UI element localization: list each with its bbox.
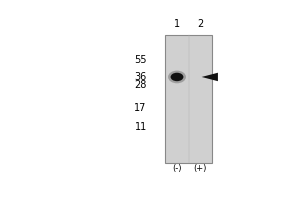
Polygon shape <box>202 73 218 81</box>
Text: 36: 36 <box>134 72 147 82</box>
Text: 1: 1 <box>174 19 180 29</box>
Text: (-): (-) <box>172 164 182 173</box>
Text: 11: 11 <box>134 122 147 132</box>
Text: (+): (+) <box>194 164 207 173</box>
Ellipse shape <box>171 73 183 81</box>
Bar <box>165 35 212 163</box>
Ellipse shape <box>168 71 186 83</box>
Text: 55: 55 <box>134 55 147 65</box>
Text: 17: 17 <box>134 103 147 113</box>
Text: 2: 2 <box>197 19 203 29</box>
Text: 28: 28 <box>134 80 147 90</box>
